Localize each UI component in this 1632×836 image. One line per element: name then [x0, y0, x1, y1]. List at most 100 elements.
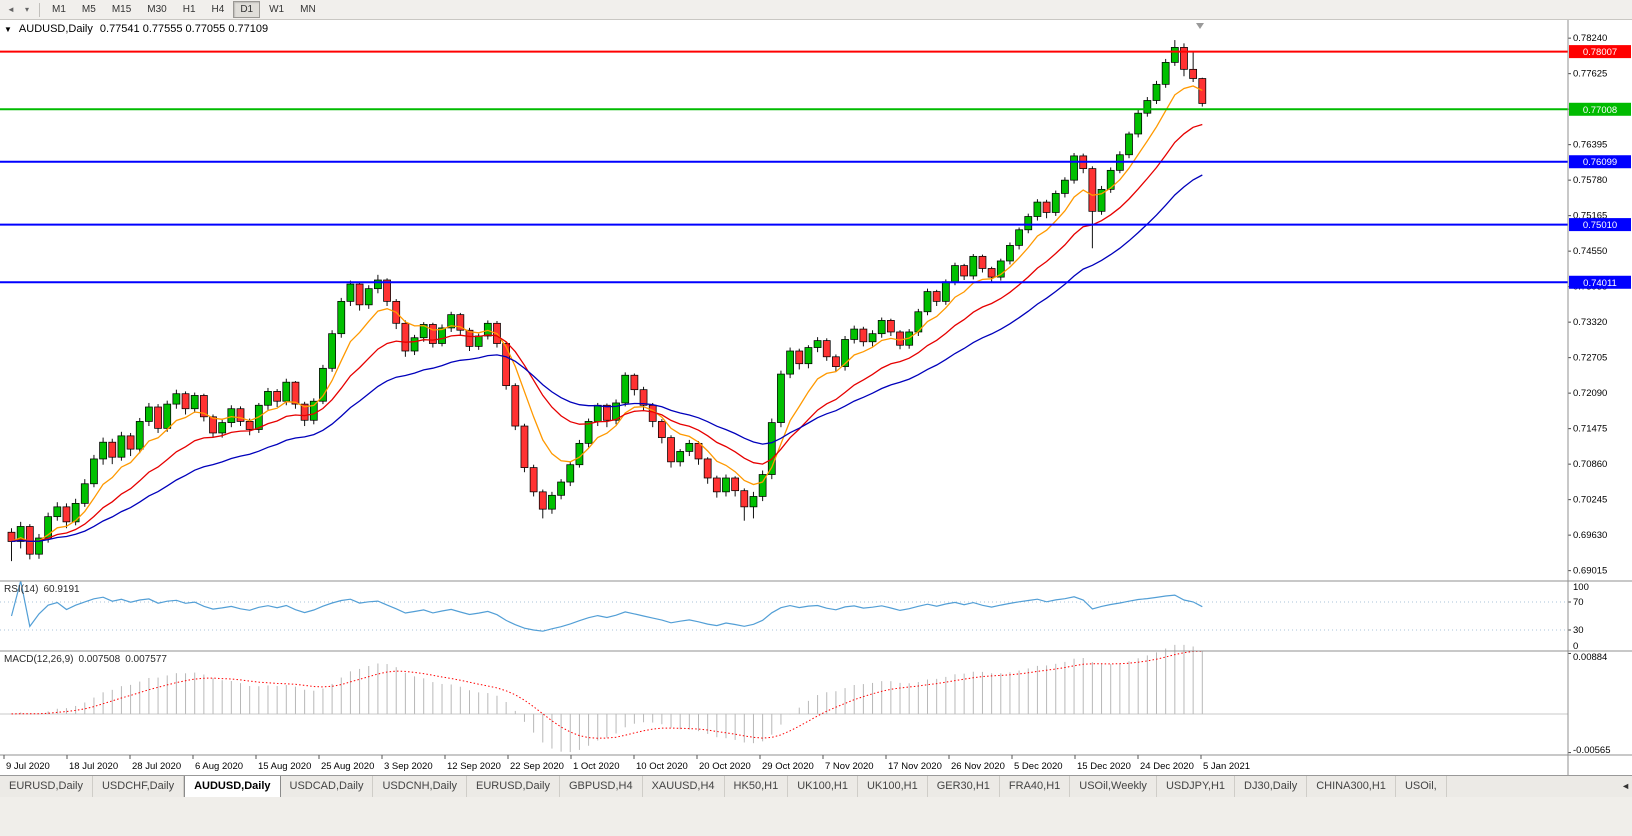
macd-pane: 0.00884 -0.00565	[0, 644, 1611, 756]
svg-text:3 Sep 2020: 3 Sep 2020	[384, 761, 433, 772]
tf-button-M15[interactable]: M15	[105, 1, 138, 18]
svg-text:7 Nov 2020: 7 Nov 2020	[825, 761, 874, 772]
tab-USDCHF-Daily[interactable]: USDCHF,Daily	[93, 776, 185, 797]
svg-text:0.77008: 0.77008	[1583, 105, 1617, 116]
tf-button-H4[interactable]: H4	[205, 1, 232, 18]
tab-EURUSD-Daily[interactable]: EURUSD,Daily	[467, 776, 560, 797]
chart-menu-icon[interactable]: ▾	[24, 5, 29, 14]
tab-AUDUSD-Daily[interactable]: AUDUSD,Daily	[184, 776, 281, 797]
macd-signal-value: 0.007577	[125, 654, 167, 665]
tf-button-W1[interactable]: W1	[262, 1, 291, 18]
tab-GBPUSD-H4[interactable]: GBPUSD,H4	[560, 776, 643, 797]
svg-text:15 Dec 2020: 15 Dec 2020	[1077, 761, 1131, 772]
tab-FRA40-H1[interactable]: FRA40,H1	[1000, 776, 1071, 797]
tab-UK100-H1[interactable]: UK100,H1	[788, 776, 858, 797]
svg-text:17 Nov 2020: 17 Nov 2020	[888, 761, 942, 772]
svg-text:24 Dec 2020: 24 Dec 2020	[1140, 761, 1194, 772]
tab-GER30-H1[interactable]: GER30,H1	[928, 776, 1000, 797]
tab-CHINA300-H1[interactable]: CHINA300,H1	[1307, 776, 1396, 797]
svg-text:0.69630: 0.69630	[1573, 530, 1607, 541]
svg-text:29 Oct 2020: 29 Oct 2020	[762, 761, 814, 772]
pane-separators[interactable]	[0, 20, 1632, 775]
chart-symbol-period: AUDUSD,Daily	[18, 23, 93, 35]
svg-text:0.75780: 0.75780	[1573, 175, 1607, 186]
svg-text:100: 100	[1573, 582, 1589, 593]
tab-EURUSD-Daily[interactable]: EURUSD,Daily	[0, 776, 93, 797]
tab-HK50-H1[interactable]: HK50,H1	[725, 776, 789, 797]
tab-USDJPY-H1[interactable]: USDJPY,H1	[1157, 776, 1236, 797]
status-strip	[0, 797, 1632, 836]
chart-window: 0.782400.776250.770100.763950.757800.751…	[0, 20, 1632, 775]
macd-main-value: 0.007508	[78, 654, 121, 665]
svg-text:0.72090: 0.72090	[1573, 388, 1607, 399]
svg-text:26 Nov 2020: 26 Nov 2020	[951, 761, 1005, 772]
svg-text:12 Sep 2020: 12 Sep 2020	[447, 761, 501, 772]
macd-name: MACD(12,26,9)	[4, 654, 74, 665]
tab-USOil-Weekly[interactable]: USOil,Weekly	[1070, 776, 1157, 797]
svg-text:0.00884: 0.00884	[1573, 652, 1607, 663]
date-axis[interactable]: 9 Jul 2020 18 Jul 2020 28 Jul 2020 6 Aug 20…	[3, 755, 1250, 772]
svg-text:0.75165: 0.75165	[1573, 211, 1607, 222]
svg-text:-0.00565: -0.00565	[1573, 745, 1611, 756]
macd-indicator-label: MACD(12,26,9) 0.007508 0.007577	[4, 654, 167, 665]
svg-text:70: 70	[1573, 597, 1584, 608]
svg-text:30: 30	[1573, 625, 1584, 636]
svg-text:10 Oct 2020: 10 Oct 2020	[636, 761, 688, 772]
rsi-value: 60.9191	[43, 584, 80, 595]
price-chart-canvas[interactable]: 0.782400.776250.770100.763950.757800.751…	[0, 20, 1632, 775]
tab-scroll-left-icon[interactable]: ◄	[1621, 781, 1630, 791]
tf-button-H1[interactable]: H1	[176, 1, 203, 18]
svg-text:9 Jul 2020: 9 Jul 2020	[6, 761, 50, 772]
moving-averages-layer	[11, 85, 1203, 543]
svg-text:20 Oct 2020: 20 Oct 2020	[699, 761, 751, 772]
tf-button-MN[interactable]: MN	[293, 1, 323, 18]
tf-button-M30[interactable]: M30	[140, 1, 173, 18]
candles-layer	[7, 40, 1207, 562]
svg-text:0.75010: 0.75010	[1583, 220, 1617, 231]
svg-text:18 Jul 2020: 18 Jul 2020	[69, 761, 118, 772]
svg-text:0.76099: 0.76099	[1583, 157, 1617, 168]
svg-text:0.70860: 0.70860	[1573, 459, 1607, 470]
svg-text:0.74011: 0.74011	[1583, 278, 1617, 289]
chart-collapse-icon[interactable]: ◄	[7, 5, 15, 14]
svg-text:6 Aug 2020: 6 Aug 2020	[195, 761, 243, 772]
chart-expand-icon[interactable]: ▼	[4, 24, 12, 34]
tf-button-D1[interactable]: D1	[233, 1, 261, 18]
svg-text:0.71475: 0.71475	[1573, 424, 1607, 435]
svg-text:0.72705: 0.72705	[1573, 353, 1607, 364]
tf-button-M5[interactable]: M5	[75, 1, 103, 18]
chart-tab-bar: EURUSD,Daily USDCHF,Daily AUDUSD,Daily USDC…	[0, 775, 1632, 797]
svg-text:0.69015: 0.69015	[1573, 566, 1607, 577]
tab-XAUUSD-H4[interactable]: XAUUSD,H4	[643, 776, 725, 797]
tab-DJ30-Daily[interactable]: DJ30,Daily	[1235, 776, 1308, 797]
timeframe-toolbar: ◄ ▾ M1 M5 M15 M30 H1 H4 D1 W1 MN	[0, 0, 1632, 20]
svg-text:0: 0	[1573, 641, 1578, 652]
svg-text:0.74550: 0.74550	[1573, 246, 1607, 257]
rsi-pane: 100 70 30 0	[0, 580, 1589, 652]
chart-shift-marker-icon[interactable]	[1196, 23, 1204, 29]
svg-text:25 Aug 2020: 25 Aug 2020	[321, 761, 374, 772]
svg-text:5 Dec 2020: 5 Dec 2020	[1014, 761, 1063, 772]
svg-text:0.77625: 0.77625	[1573, 69, 1607, 80]
svg-text:0.70245: 0.70245	[1573, 495, 1607, 506]
svg-text:0.78007: 0.78007	[1583, 47, 1617, 58]
toolbar-separator	[39, 2, 40, 17]
tab-UK100-H1[interactable]: UK100,H1	[858, 776, 928, 797]
svg-text:0.76395: 0.76395	[1573, 140, 1607, 151]
svg-text:0.78240: 0.78240	[1573, 33, 1607, 44]
rsi-name: RSI(14)	[4, 584, 39, 595]
hlines-layer[interactable]: 0.78007 0.77008 0.76099 0.75010 0.74011	[0, 45, 1631, 289]
tf-button-M1[interactable]: M1	[45, 1, 73, 18]
svg-text:1 Oct 2020: 1 Oct 2020	[573, 761, 619, 772]
tab-USDCAD-Daily[interactable]: USDCAD,Daily	[281, 776, 374, 797]
tab-USDCNH-Daily[interactable]: USDCNH,Daily	[373, 776, 468, 797]
chart-ohlc-values: 0.77541 0.77555 0.77055 0.77109	[99, 23, 269, 35]
svg-text:15 Aug 2020: 15 Aug 2020	[258, 761, 311, 772]
svg-text:22 Sep 2020: 22 Sep 2020	[510, 761, 564, 772]
svg-text:5 Jan 2021: 5 Jan 2021	[1203, 761, 1250, 772]
svg-text:28 Jul 2020: 28 Jul 2020	[132, 761, 181, 772]
tab-USOil[interactable]: USOil,	[1396, 776, 1447, 797]
svg-text:0.73320: 0.73320	[1573, 317, 1607, 328]
chart-header: ▼ AUDUSD,Daily 0.77541 0.77555 0.77055 0…	[4, 23, 268, 35]
rsi-indicator-label: RSI(14) 60.9191	[4, 584, 80, 595]
